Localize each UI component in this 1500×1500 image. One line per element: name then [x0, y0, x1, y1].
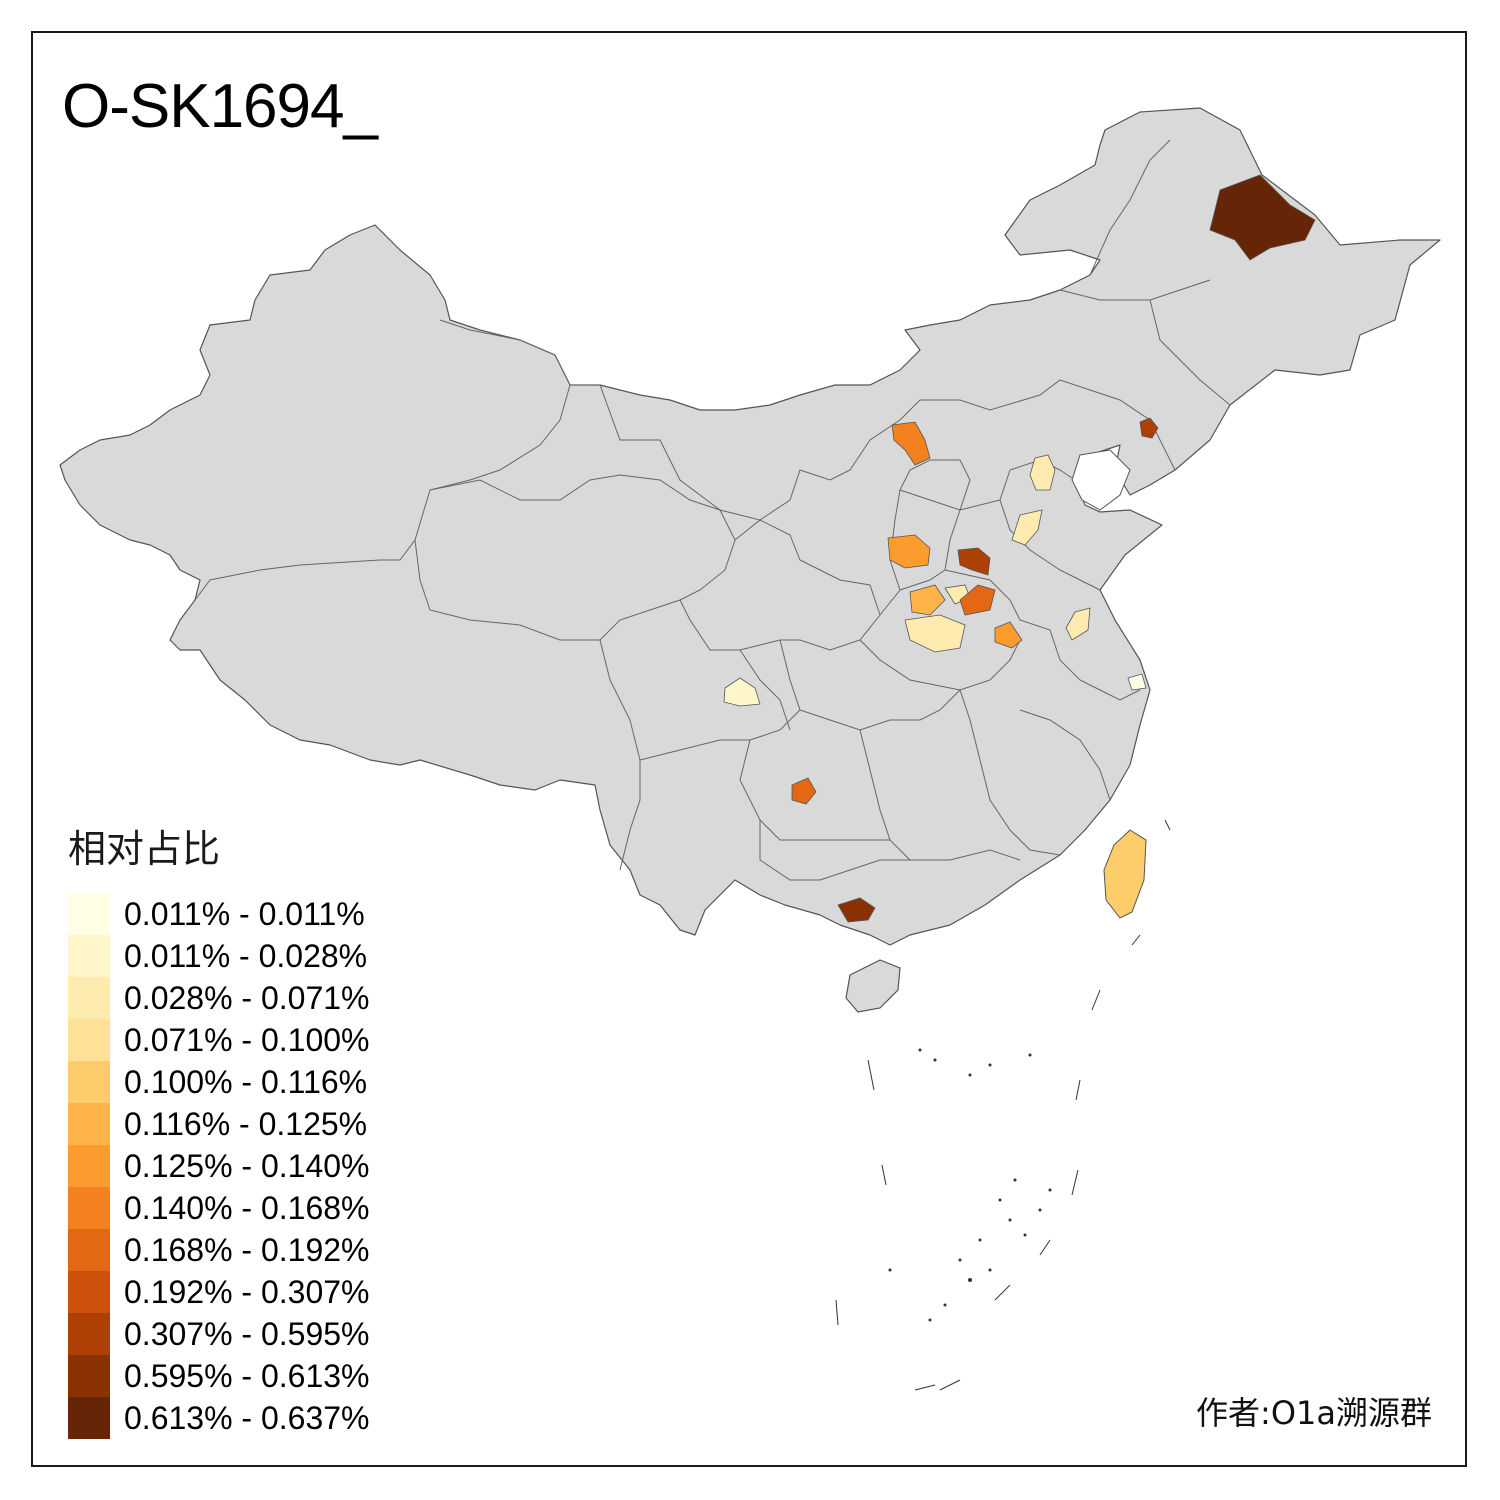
map-frame — [31, 31, 1467, 1467]
legend: 相对占比 0.011% - 0.011% 0.011% - 0.028% 0.0… — [68, 818, 370, 1439]
region-anhui — [994, 621, 1023, 649]
author-credit: 作者:O1a溯源群 — [1196, 1394, 1432, 1432]
region-hebei-south — [1011, 509, 1043, 546]
legend-label: 0.116% - 0.125% — [124, 1105, 368, 1142]
bohai-sea — [1071, 449, 1131, 511]
legend-title: 相对占比 — [68, 827, 221, 871]
legend-label: 0.100% - 0.116% — [124, 1063, 368, 1100]
map-title: O-SK1694_ — [62, 72, 378, 141]
region-beijing-tianjin — [1029, 454, 1056, 491]
region-henan-orange — [959, 584, 996, 616]
legend-label: 0.613% - 0.637% — [124, 1399, 370, 1436]
highlighted-regions — [723, 174, 1316, 923]
legend-item: 0.140% - 0.168% — [68, 1187, 370, 1229]
region-shanxi — [887, 534, 931, 569]
legend-label: 0.140% - 0.168% — [124, 1189, 370, 1226]
legend-item: 0.011% - 0.011% — [68, 893, 370, 935]
legend-label: 0.071% - 0.100% — [124, 1021, 370, 1058]
region-henan-west — [909, 584, 946, 616]
legend-item: 0.125% - 0.140% — [68, 1145, 370, 1187]
legend-swatch — [68, 977, 110, 1019]
legend-swatch — [68, 1397, 110, 1439]
legend-label: 0.192% - 0.307% — [124, 1273, 370, 1310]
region-guangxi-south — [837, 897, 876, 923]
region-hubei-north — [904, 614, 966, 653]
legend-swatch — [68, 1187, 110, 1229]
hainan-island — [845, 959, 901, 1013]
legend-swatch — [68, 935, 110, 977]
legend-item: 0.116% - 0.125% — [68, 1103, 370, 1145]
legend-item: 0.613% - 0.637% — [68, 1397, 370, 1439]
province-borders — [194, 139, 1231, 881]
south-china-sea-islands — [835, 819, 1171, 1391]
legend-label: 0.168% - 0.192% — [124, 1231, 370, 1268]
legend-swatch — [68, 1229, 110, 1271]
region-guizhou — [791, 777, 817, 805]
region-liaoning — [1139, 417, 1159, 439]
legend-label: 0.307% - 0.595% — [124, 1315, 370, 1352]
region-shanghai — [1127, 673, 1147, 691]
legend-item: 0.071% - 0.100% — [68, 1019, 370, 1061]
legend-swatch — [68, 1145, 110, 1187]
legend-label: 0.125% - 0.140% — [124, 1147, 370, 1184]
taiwan-island — [1103, 829, 1147, 919]
legend-swatch — [68, 1271, 110, 1313]
legend-item: 0.595% - 0.613% — [68, 1355, 370, 1397]
region-sichuan-west — [723, 677, 761, 707]
region-inner-mongolia-south — [891, 421, 931, 466]
region-shanxi-south — [957, 547, 991, 576]
legend-item: 0.100% - 0.116% — [68, 1061, 370, 1103]
region-jiangsu — [1065, 607, 1091, 641]
legend-item: 0.307% - 0.595% — [68, 1313, 370, 1355]
legend-label: 0.595% - 0.613% — [124, 1357, 370, 1394]
legend-swatch — [68, 1313, 110, 1355]
legend-label: 0.011% - 0.011% — [124, 895, 365, 932]
legend-swatch — [68, 1103, 110, 1145]
legend-item: 0.028% - 0.071% — [68, 977, 370, 1019]
region-heilongjiang-ne — [1209, 174, 1316, 261]
legend-item: 0.011% - 0.028% — [68, 935, 370, 977]
legend-swatch — [68, 1061, 110, 1103]
legend-swatch — [68, 1019, 110, 1061]
legend-item: 0.192% - 0.307% — [68, 1271, 370, 1313]
legend-item: 0.168% - 0.192% — [68, 1229, 370, 1271]
legend-swatch — [68, 893, 110, 935]
legend-items: 0.011% - 0.011% 0.011% - 0.028% 0.028% -… — [68, 893, 370, 1439]
legend-label: 0.011% - 0.028% — [124, 937, 368, 974]
legend-label: 0.028% - 0.071% — [124, 979, 370, 1016]
island-dots — [888, 1048, 1052, 1322]
legend-swatch — [68, 1355, 110, 1397]
